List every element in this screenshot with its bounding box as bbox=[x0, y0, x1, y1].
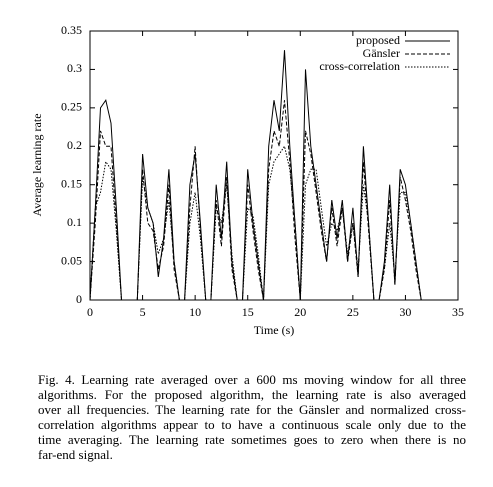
caption-line: Fig. 4. Learning rate averaged over a 60… bbox=[38, 372, 466, 387]
x-tick-label: 25 bbox=[347, 305, 359, 319]
caption: Fig. 4. Learning rate averaged over a 60… bbox=[38, 372, 466, 462]
series-line bbox=[89, 145, 427, 301]
x-tick-label: 5 bbox=[140, 305, 146, 319]
series-line bbox=[89, 50, 427, 301]
caption-line: algorithms. For the proposed algorithm, … bbox=[38, 387, 466, 402]
x-axis-label: Time (s) bbox=[254, 323, 295, 337]
x-tick-label: 10 bbox=[189, 305, 201, 319]
legend-label: Gänsler bbox=[363, 46, 400, 60]
y-axis-label: Average learning rate bbox=[30, 113, 44, 216]
y-tick-label: 0.25 bbox=[61, 100, 82, 114]
y-tick-label: 0.05 bbox=[61, 253, 82, 267]
x-tick-label: 20 bbox=[294, 305, 306, 319]
y-tick-label: 0.2 bbox=[67, 138, 82, 152]
x-tick-label: 15 bbox=[242, 305, 254, 319]
plot-frame bbox=[89, 30, 459, 301]
y-tick-label: 0.1 bbox=[67, 215, 82, 229]
caption-line: correlation algorithms appear to to have… bbox=[38, 417, 466, 432]
y-tick-label: 0.15 bbox=[61, 176, 82, 190]
y-tick-label: 0.3 bbox=[67, 61, 82, 75]
caption-line: time averaging. The learning rate someti… bbox=[38, 432, 466, 447]
y-tick-label: 0 bbox=[76, 292, 82, 306]
caption-line: far-end signal. bbox=[38, 447, 113, 462]
x-tick-label: 35 bbox=[452, 305, 464, 319]
chart: Average learning rate Time (s) 0 0.05 0.1 0… bbox=[30, 23, 464, 337]
legend-label: proposed bbox=[356, 33, 400, 47]
x-tick-label: 30 bbox=[399, 305, 411, 319]
legend-label: cross-correlation bbox=[319, 59, 400, 73]
x-tick-label: 0 bbox=[87, 305, 93, 319]
caption-line: over all frequencies. The learning rate … bbox=[38, 402, 466, 417]
y-tick-label: 0.35 bbox=[61, 23, 82, 37]
